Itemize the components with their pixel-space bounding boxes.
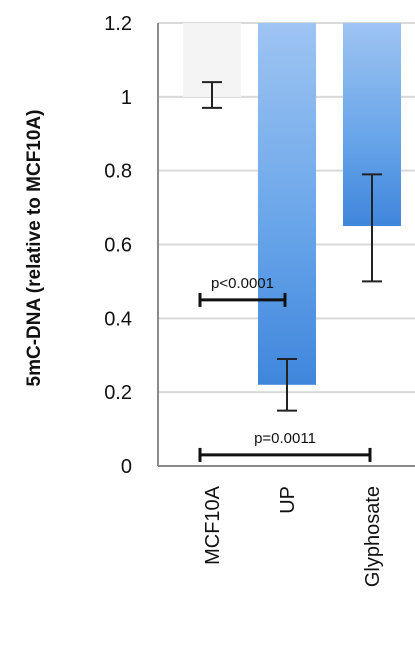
x-tick-labels: MCF10A UP Glyphosate	[202, 485, 384, 587]
y-tick-label: 0.2	[104, 382, 132, 404]
y-tick-label: 1.2	[104, 13, 132, 35]
y-tick-label: 0.6	[104, 235, 132, 257]
p-value-label: p=0.0011	[254, 430, 316, 447]
x-tick-label: Glyphosate	[362, 486, 384, 587]
y-tick-label: 0.4	[104, 308, 132, 330]
y-tick-label: 1	[121, 87, 132, 109]
bars	[183, 23, 401, 385]
significance-annotations: p<0.0001 p=0.0011	[198, 275, 372, 462]
error-bars	[202, 81, 382, 412]
p-value-label: p<0.0001	[211, 275, 274, 292]
y-tick-labels: 0 0.2 0.4 0.6 0.8 1 1.2	[104, 13, 132, 478]
x-tick-label: MCF10A	[202, 485, 224, 565]
bar	[258, 23, 316, 385]
significance-bracket	[198, 292, 287, 307]
y-tick-label: 0.8	[104, 161, 132, 183]
axes	[157, 23, 415, 467]
x-tick-label: UP	[277, 486, 299, 514]
y-tick-label: 0	[121, 456, 132, 478]
y-axis-label: 5mC-DNA (relative to MCF10A)	[24, 110, 45, 387]
significance-bracket	[198, 447, 372, 462]
